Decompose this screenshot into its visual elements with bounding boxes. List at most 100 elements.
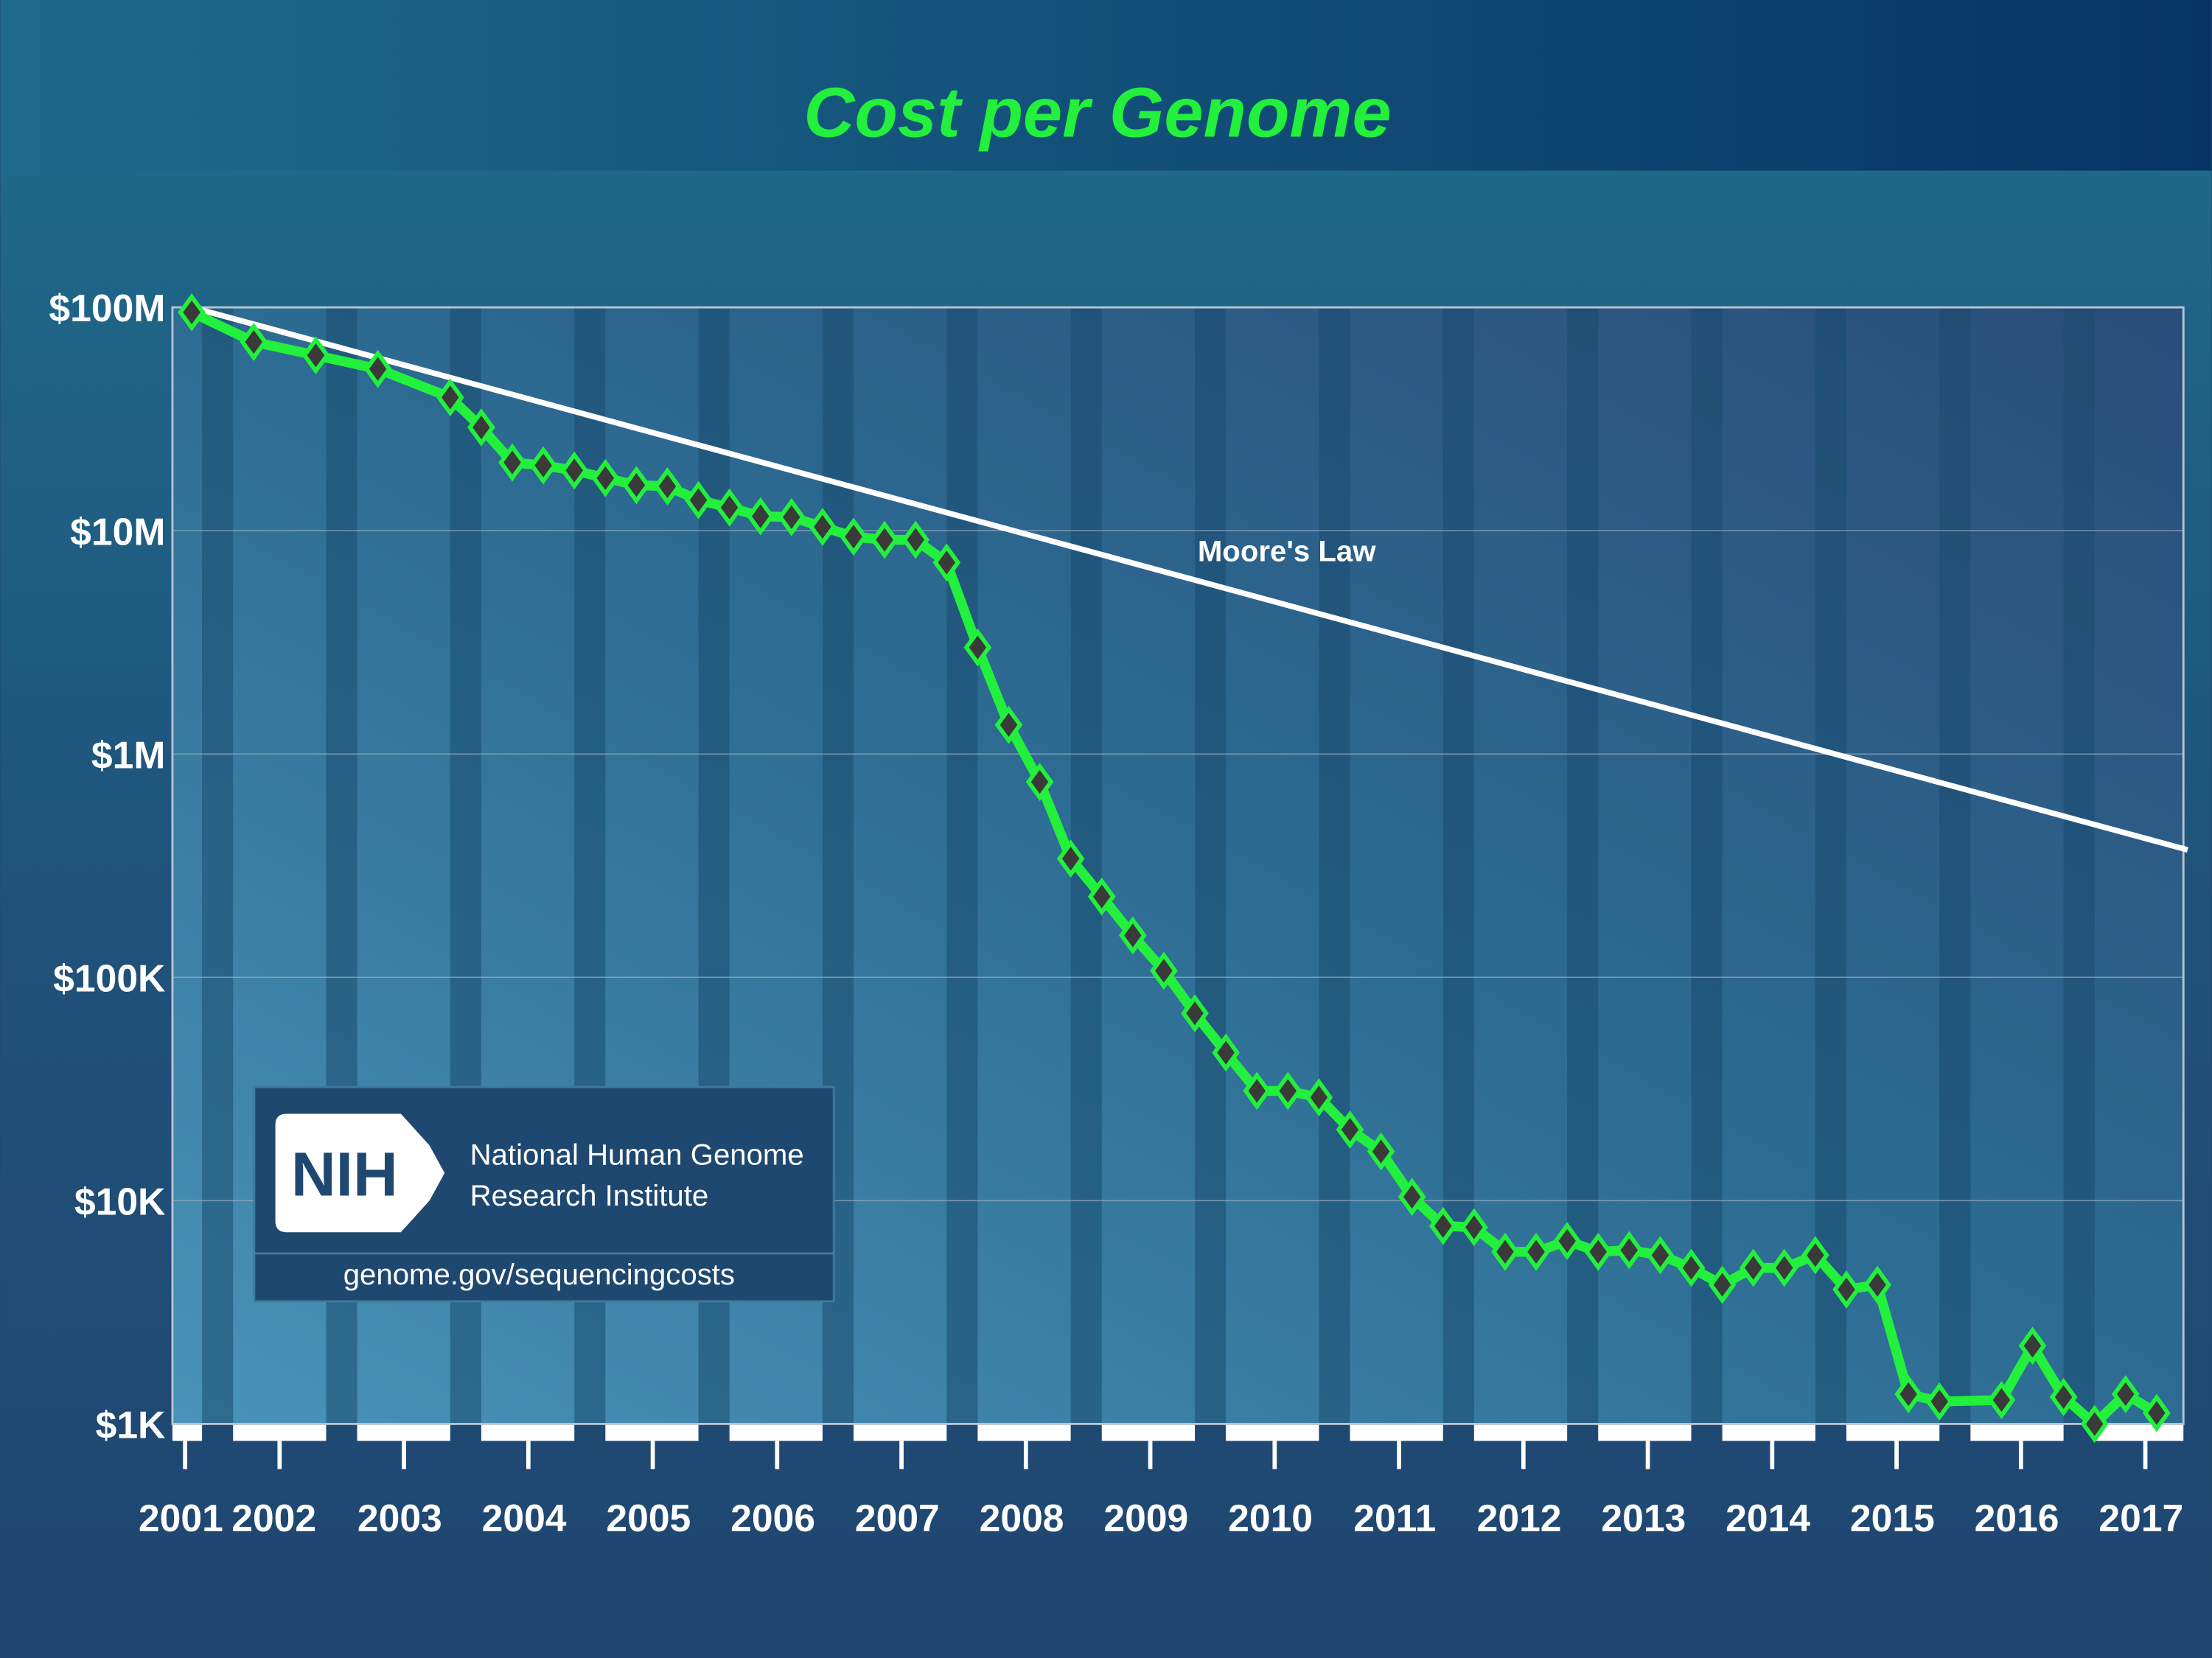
- data-point-marker: [1367, 1132, 1395, 1171]
- data-point-marker: [2018, 1326, 2047, 1365]
- nih-logo-mark: [275, 1113, 455, 1233]
- x-tick-label: 2016: [1975, 1497, 2059, 1539]
- data-point-marker: [871, 520, 899, 559]
- logo-line1: National Human Genome: [470, 1138, 804, 1171]
- x-tick-label: 2008: [980, 1497, 1064, 1539]
- data-point-marker: [2143, 1393, 2171, 1433]
- data-point-marker: [1150, 951, 1178, 990]
- axis-band: [1226, 1424, 1319, 1441]
- data-point-marker: [1863, 1265, 1891, 1304]
- data-point-marker: [809, 508, 837, 546]
- axis-band: [854, 1424, 947, 1441]
- nih-logo-letters: NIH: [291, 1139, 398, 1208]
- axis-band: [172, 1424, 203, 1441]
- x-tick-label: 2007: [855, 1497, 940, 1539]
- logo-url-link[interactable]: genome.gov/sequencingcosts: [343, 1258, 735, 1291]
- data-point-marker: [1460, 1208, 1488, 1247]
- data-point-marker: [1522, 1232, 1550, 1271]
- data-point-marker: [1677, 1248, 1706, 1287]
- data-point-marker: [1056, 839, 1085, 878]
- x-tick-label: 2010: [1228, 1497, 1313, 1539]
- data-point-marker: [1181, 994, 1209, 1033]
- y-tick-label: $10M: [70, 510, 165, 553]
- data-point-marker: [777, 497, 806, 536]
- nih-logo-chevron: [412, 1113, 456, 1233]
- x-tick-label: 2013: [1601, 1497, 1686, 1539]
- nih-logo-box[interactable]: NIH National Human Genome Research Insti…: [253, 1085, 835, 1303]
- data-point-marker: [1398, 1178, 1426, 1217]
- data-point-marker: [363, 349, 392, 388]
- plot-border: [171, 306, 2185, 1425]
- data-point-marker: [1025, 763, 1054, 802]
- data-point-marker: [994, 705, 1023, 744]
- data-point-marker: [840, 517, 868, 556]
- data-point-marker: [715, 488, 744, 527]
- data-point-marker: [529, 446, 557, 485]
- background-strip: [1691, 307, 1723, 1424]
- data-point-marker: [1491, 1232, 1519, 1271]
- header-band: [0, 0, 2212, 171]
- background-strip: [202, 307, 234, 1424]
- x-tick-label: 2017: [2098, 1497, 2183, 1539]
- data-point-marker: [1925, 1382, 1954, 1421]
- x-tick-label: 2001: [139, 1497, 223, 1539]
- data-point-marker: [1894, 1375, 1923, 1413]
- data-point-marker: [1770, 1248, 1798, 1287]
- data-point-marker: [1428, 1206, 1457, 1245]
- x-tick-label: 2009: [1103, 1497, 1188, 1539]
- axis-band: [605, 1424, 699, 1441]
- axis-band: [977, 1424, 1071, 1441]
- data-point-marker: [1646, 1236, 1675, 1275]
- data-point-marker: [901, 520, 930, 559]
- data-point-marker: [1584, 1232, 1613, 1271]
- axis-band: [1722, 1424, 1815, 1441]
- data-point-marker: [2111, 1375, 2140, 1413]
- data-point-marker: [1553, 1222, 1581, 1260]
- axis-band: [1350, 1424, 1443, 1441]
- data-point-marker: [436, 378, 464, 417]
- chart-title: Cost per Genome: [803, 74, 1391, 153]
- x-tick-label: 2003: [357, 1497, 442, 1539]
- data-point-marker: [1336, 1110, 1364, 1149]
- data-point-marker: [653, 467, 682, 506]
- background-strip: [1442, 307, 1474, 1424]
- data-point-marker: [1118, 916, 1147, 955]
- y-tick-label: $100M: [49, 287, 165, 329]
- axis-band: [1473, 1424, 1568, 1441]
- background-strip: [1815, 307, 1846, 1424]
- data-point-marker: [560, 451, 589, 490]
- axis-band: [1598, 1424, 1692, 1441]
- data-point-marker: [498, 443, 526, 482]
- axis-band: [357, 1424, 450, 1441]
- data-point-marker: [240, 323, 268, 361]
- background-strip: [2063, 307, 2095, 1424]
- axis-band: [729, 1424, 823, 1441]
- logo-line2: Research Institute: [470, 1179, 709, 1212]
- data-point-marker: [1987, 1380, 2016, 1419]
- data-point-marker: [963, 628, 992, 667]
- data-point-marker: [1212, 1033, 1240, 1072]
- data-point-marker: [2049, 1377, 2078, 1416]
- data-point-marker: [467, 408, 495, 447]
- data-point-marker: [1274, 1071, 1302, 1110]
- data-point-marker: [178, 293, 206, 332]
- x-tick-label: 2006: [730, 1497, 815, 1539]
- data-point-marker: [1708, 1265, 1737, 1304]
- y-tick-label: $100K: [53, 956, 165, 999]
- data-point-marker: [1615, 1231, 1644, 1270]
- data-point-marker: [1087, 877, 1116, 916]
- x-tick-label: 2012: [1477, 1497, 1562, 1539]
- data-point-marker: [684, 480, 713, 520]
- x-tick-label: 2015: [1850, 1497, 1935, 1539]
- data-point-marker: [301, 336, 330, 375]
- x-tick-label: 2004: [482, 1497, 567, 1539]
- data-point-marker: [622, 466, 651, 505]
- data-point-marker: [1739, 1248, 1768, 1287]
- data-point-marker: [1243, 1071, 1271, 1110]
- x-tick-label: 2014: [1726, 1497, 1810, 1539]
- axis-band: [1101, 1424, 1196, 1441]
- background-strip: [1319, 307, 1350, 1424]
- data-point-marker: [932, 543, 961, 582]
- background-strip: [1195, 307, 1227, 1424]
